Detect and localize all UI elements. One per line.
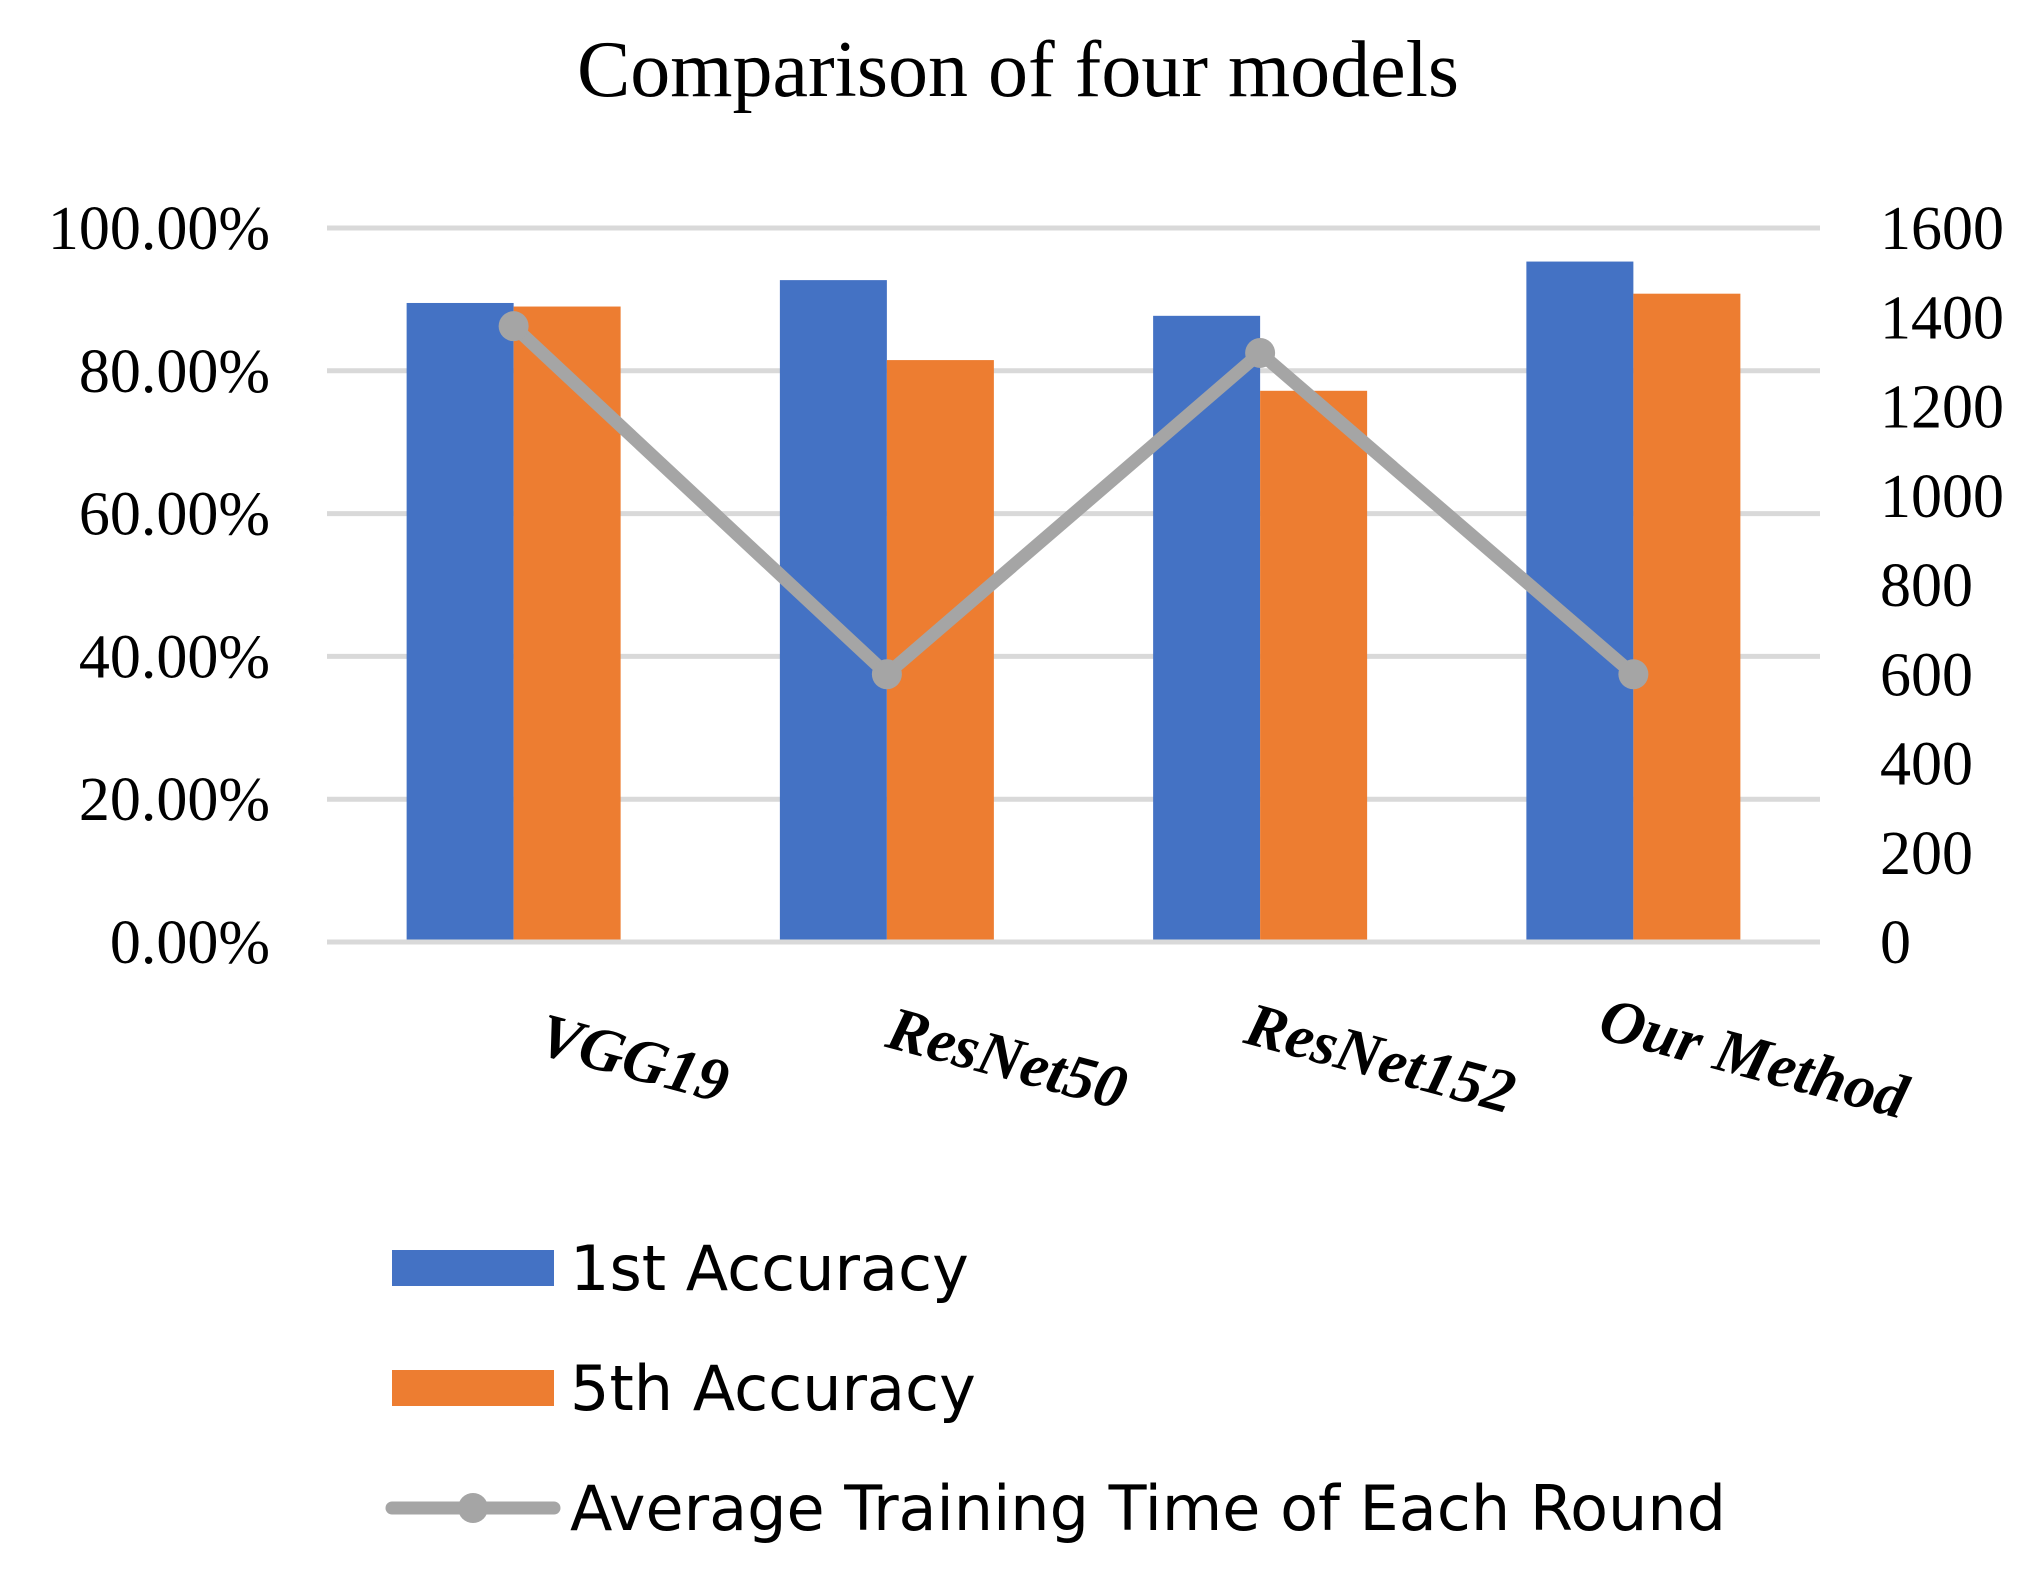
line-series	[498, 311, 1649, 690]
bar-1st-accuracy-resnet50	[779, 280, 887, 942]
y-right-tick-label: 1200	[1880, 374, 2004, 442]
y-axis-left: 0.00% 20.00% 40.00% 60.00% 80.00% 100.00%	[48, 195, 270, 977]
bar-5th-accuracy-resnet152	[1260, 390, 1368, 942]
legend-marker	[458, 1493, 488, 1523]
y-left-tick-label: 40.00%	[79, 623, 270, 691]
y-left-tick-label: 60.00%	[79, 481, 270, 549]
y-right-tick-label: 800	[1880, 552, 1973, 620]
y-left-tick-label: 100.00%	[48, 195, 270, 263]
bar-5th-accuracy-resnet50	[886, 360, 994, 943]
y-right-tick-label: 400	[1880, 731, 1973, 799]
y-left-tick-label: 0.00%	[110, 909, 270, 977]
bar-1st-accuracy-resnet152	[1153, 315, 1261, 942]
legend-swatch	[392, 1250, 554, 1286]
y-left-tick-label: 20.00%	[79, 766, 270, 834]
y-axis-right: 0 200 400 600 800 1000 1200 1400 1600	[1880, 195, 2004, 977]
y-right-tick-label: 1400	[1880, 284, 2004, 352]
x-axis: VGG19 ResNet50 ResNet152 Our Method	[532, 985, 1916, 1133]
bar-5th-accuracy-vgg19	[513, 306, 621, 942]
training-time-point	[498, 311, 529, 342]
x-tick-label: VGG19	[532, 1001, 736, 1117]
y-right-tick-label: 0	[1880, 909, 1911, 977]
legend-label: 1st Accuracy	[570, 1232, 969, 1305]
training-time-point	[1245, 337, 1276, 368]
training-time-point	[1618, 659, 1649, 690]
bar-5th-accuracy-our-method	[1633, 293, 1741, 942]
y-right-tick-label: 1600	[1880, 195, 2004, 263]
x-tick-label: ResNet50	[879, 994, 1134, 1123]
bar-1st-accuracy-vgg19	[406, 302, 514, 943]
chart-title: Comparison of four models	[577, 26, 1459, 114]
legend-swatch	[392, 1370, 554, 1406]
x-tick-label: Our Method	[1592, 985, 1915, 1133]
legend: 1st Accuracy 5th Accuracy Average Training…	[385, 1232, 1726, 1545]
training-time-line	[507, 319, 1640, 681]
y-right-tick-label: 1000	[1880, 463, 2004, 531]
legend-label: Average Training Time of Each Round	[570, 1472, 1726, 1545]
y-right-tick-label: 600	[1880, 641, 1973, 709]
legend-label: 5th Accuracy	[570, 1352, 976, 1425]
y-right-tick-label: 200	[1880, 820, 1973, 888]
x-tick-label: ResNet152	[1237, 990, 1522, 1127]
y-left-tick-label: 80.00%	[79, 338, 270, 406]
training-time-point	[871, 659, 902, 690]
